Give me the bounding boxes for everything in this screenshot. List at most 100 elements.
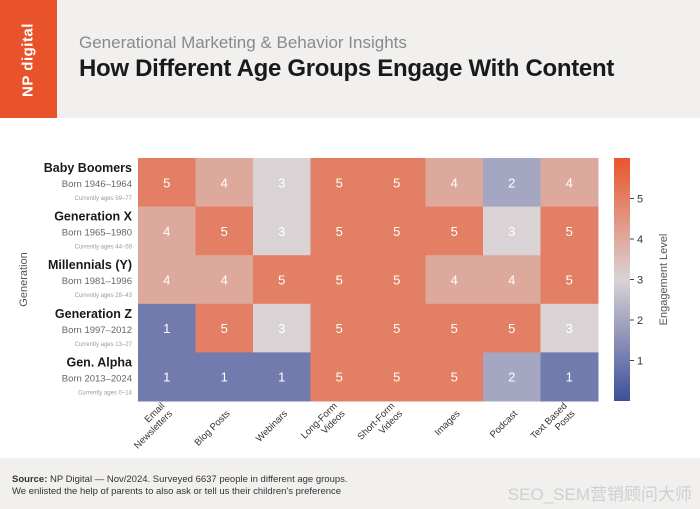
heatmap-cell (138, 158, 196, 208)
cell-value-label: 4 (221, 175, 228, 190)
cell-value-label: 4 (221, 273, 228, 288)
heatmap-cell (425, 352, 484, 402)
heatmap-cell (540, 255, 599, 305)
brand-logo: NP digital (0, 0, 57, 118)
cell-value-label: 4 (163, 273, 170, 288)
row-label-ages: Currently ages 59–77 (75, 196, 133, 202)
cell-value-label: 5 (451, 370, 458, 385)
row-label-name: Baby Boomers (44, 161, 132, 175)
column-label-line: Images (433, 408, 463, 438)
cell-value-label: 5 (393, 321, 400, 336)
heatmap-cell (368, 352, 426, 402)
heatmap-cell (310, 255, 369, 305)
cell-value-label: 2 (508, 370, 515, 385)
cell-value-label: 3 (278, 175, 285, 190)
cell-value-label: 3 (278, 321, 285, 336)
cell-value-label: 1 (221, 370, 228, 385)
cell-value-label: 1 (163, 321, 170, 336)
row-label-name: Gen. Alpha (66, 355, 133, 369)
colorbar (614, 158, 630, 401)
heatmap-cell (368, 158, 426, 208)
row-label-born: Born 2013–2024 (62, 373, 132, 384)
colorbar-tick-label: 1 (637, 356, 643, 368)
cell-value-label: 5 (393, 370, 400, 385)
row-label-ages: Currently ages 0–14 (78, 390, 133, 396)
heatmap-cell (425, 255, 484, 305)
colorbar-tick-label: 3 (637, 275, 643, 287)
cell-value-label: 5 (508, 321, 515, 336)
cell-value-label: 4 (451, 273, 458, 288)
cell-value-label: 4 (508, 273, 515, 288)
row-label-ages: Currently ages 13–27 (75, 342, 133, 348)
column-label: EmailNewsletters (124, 401, 175, 452)
heatmap-cell (425, 206, 484, 256)
column-label-line: Blog Posts (193, 408, 233, 448)
heatmap-cell (195, 158, 254, 208)
footer: Source: NP Digital — Nov/2024. Surveyed … (12, 474, 348, 498)
heatmap-cell (253, 255, 311, 305)
cell-value-label: 5 (336, 321, 343, 336)
cell-value-label: 3 (508, 224, 515, 239)
source-label: Source: (12, 474, 48, 485)
cell-value-label: 1 (278, 370, 285, 385)
cell-value-label: 5 (566, 224, 573, 239)
row-label-name: Millennials (Y) (48, 258, 132, 272)
heatmap-cell (540, 158, 599, 208)
heatmap-cell (253, 158, 311, 208)
heatmap-cell (368, 255, 426, 305)
heatmap-cell (368, 303, 426, 353)
row-label-born: Born 1981–1996 (62, 276, 132, 287)
cell-value-label: 5 (393, 224, 400, 239)
heatmap-cell (310, 352, 369, 402)
heatmap-cell (138, 206, 196, 256)
cell-value-label: 1 (163, 370, 170, 385)
row-label-ages: Currently ages 28–43 (75, 293, 133, 299)
heatmap-cell (540, 303, 599, 353)
heatmap-cell (483, 206, 541, 256)
footer-note: We enlisted the help of parents to also … (12, 486, 342, 497)
cell-value-label: 5 (451, 321, 458, 336)
column-label: Images (433, 408, 463, 438)
heatmap-cell (253, 303, 311, 353)
cell-value-label: 2 (508, 175, 515, 190)
cell-value-label: 4 (451, 175, 458, 190)
heatmap-cell (310, 158, 369, 208)
colorbar-tick-label: 5 (637, 194, 643, 206)
column-label-line: Podcast (488, 408, 520, 440)
watermark: SEO_SEM营销顾问大师 (507, 485, 692, 504)
heatmap-cell (483, 352, 541, 402)
heatmap-cell (483, 158, 541, 208)
heatmap-cell (310, 206, 369, 256)
heatmap-cell (483, 255, 541, 305)
heatmap-cell (138, 352, 196, 402)
cell-value-label: 5 (336, 175, 343, 190)
y-axis-label: Generation (18, 252, 30, 306)
source-text: NP Digital — Nov/2024. Surveyed 6637 peo… (50, 474, 348, 485)
column-label: Podcast (488, 408, 520, 440)
heatmap-chart: 5 4 3 5 5 4 2 4 4 5 3 5 5 5 3 5 4 4 5 5 5 4 4 5 1 5 3 5 5 5 5 3 1 1 1 5 5 5 2 1… (18, 158, 670, 452)
colorbar-tick-label: 2 (637, 315, 643, 327)
heatmap-cell (368, 206, 426, 256)
heatmap-cell (138, 303, 196, 353)
cell-value-label: 5 (336, 224, 343, 239)
cell-value-label: 5 (393, 273, 400, 288)
cell-value-label: 5 (278, 273, 285, 288)
row-label-born: Born 1965–1980 (62, 228, 132, 239)
column-label: Blog Posts (193, 408, 233, 448)
cell-value-label: 5 (163, 175, 170, 190)
row-label-name: Generation X (54, 210, 132, 224)
header-subtitle: Generational Marketing & Behavior Insigh… (79, 33, 407, 52)
column-label: Long-FormVideos (299, 401, 348, 450)
footer-source: Source: NP Digital — Nov/2024. Surveyed … (12, 474, 348, 486)
cell-value-label: 5 (566, 273, 573, 288)
cell-value-label: 5 (221, 321, 228, 336)
heatmap-cell (540, 206, 599, 256)
heatmap-cell (195, 352, 254, 402)
heatmap-cell (253, 352, 311, 402)
row-label-born: Born 1997–2012 (62, 325, 132, 336)
column-label-line: Webinars (254, 408, 290, 444)
heatmap-cell (540, 352, 599, 402)
heatmap-cell (425, 303, 484, 353)
cell-value-label: 5 (451, 224, 458, 239)
row-label-born: Born 1946–1964 (62, 179, 132, 190)
